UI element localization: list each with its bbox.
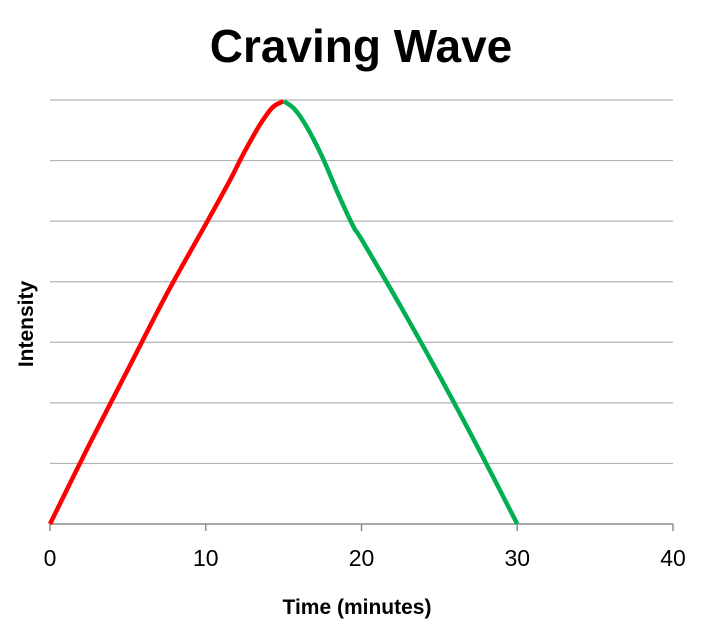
y-axis-label: Intensity — [15, 281, 38, 368]
series-lines — [47, 99, 520, 526]
x-tick-label: 10 — [193, 545, 219, 571]
x-tick-label: 40 — [660, 545, 686, 571]
series-line-2 — [282, 99, 520, 526]
gridlines — [50, 99, 673, 465]
x-axis — [49, 523, 674, 531]
x-tick-label: 0 — [44, 545, 57, 571]
series-line-1 — [47, 99, 285, 525]
x-tick-label: 30 — [504, 545, 530, 571]
x-tick-labels: 0 10 20 30 40 — [44, 545, 686, 571]
chart-title: Craving Wave — [210, 20, 513, 72]
x-tick-label: 20 — [349, 545, 375, 571]
x-axis-label: Time (minutes) — [283, 596, 432, 619]
